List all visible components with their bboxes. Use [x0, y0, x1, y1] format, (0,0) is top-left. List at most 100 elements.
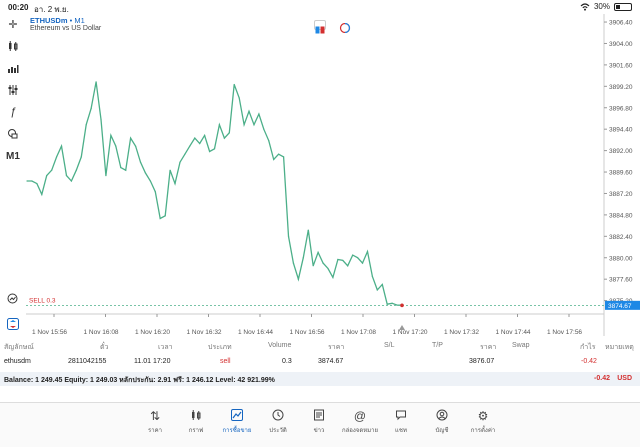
- chart-type-icon[interactable]: [5, 38, 21, 54]
- row-current-price: 3876.07: [469, 358, 495, 365]
- price-point: [223, 137, 225, 139]
- price-point: [287, 235, 290, 237]
- battery-fill: [616, 4, 621, 9]
- balance-summary: Balance: 1 249.45 Equity: 1 249.03 หลักป…: [4, 377, 275, 384]
- price-point: [361, 262, 364, 264]
- price-point: [282, 156, 285, 158]
- quotes-icon: ⇅: [149, 409, 161, 423]
- nav-news-label: ข่าว: [313, 428, 325, 434]
- nav-chat[interactable]: แชท: [381, 409, 421, 435]
- price-tick-label: 3901.60: [609, 62, 633, 69]
- price-point: [159, 217, 161, 220]
- price-point: [238, 97, 240, 99]
- time-tick-label: 1 Nov 16:44: [238, 329, 273, 336]
- nav-chart[interactable]: กราฟ: [176, 409, 216, 435]
- crosshair-icon[interactable]: ✛: [8, 18, 18, 31]
- price-point: [366, 250, 369, 253]
- zoom-icon[interactable]: [5, 291, 21, 307]
- price-tick-label: 3894.40: [609, 127, 633, 134]
- price-point: [80, 156, 82, 158]
- price-point: [179, 161, 181, 163]
- price-point: [51, 169, 53, 171]
- chart-toolbar: ✛ ƒ M1: [0, 14, 26, 336]
- col-sl: S/L: [384, 342, 395, 349]
- time-tick-label: 1 Nov 17:56: [547, 329, 582, 336]
- price-point: [189, 145, 191, 147]
- price-tick-label: 3884.80: [609, 212, 633, 219]
- price-tick-label: 3899.20: [609, 84, 633, 91]
- timeframe-button[interactable]: M1: [6, 150, 20, 162]
- price-point: [95, 81, 97, 83]
- table-row[interactable]: ethusdm 2811042155 11.01 17:20 sell 0.3 …: [0, 354, 640, 370]
- price-point: [391, 302, 393, 304]
- price-point: [268, 140, 270, 142]
- col-volume: Volume: [268, 342, 292, 349]
- price-point: [85, 124, 87, 126]
- col-tp: T/P: [432, 342, 443, 349]
- objects-icon[interactable]: [5, 126, 21, 142]
- balance-currency: USD: [617, 375, 632, 382]
- one-click-trading-icon[interactable]: [5, 316, 21, 332]
- nav-trade[interactable]: การซื้อขาย: [217, 409, 257, 435]
- status-bar: 00:20 อา. 2 พ.ย. 30%: [0, 0, 640, 14]
- trade-panel-icon[interactable]: [314, 20, 326, 34]
- balance-bar: Balance: 1 249.45 Equity: 1 249.03 หลักป…: [0, 372, 640, 386]
- nav-account-label: บัญชี: [435, 428, 449, 434]
- price-point: [125, 169, 127, 171]
- price-point: [144, 172, 147, 174]
- wifi-icon: [580, 2, 590, 11]
- status-right: 30%: [580, 2, 632, 11]
- price-point: [65, 175, 68, 177]
- time-tick-label: 1 Nov 16:56: [290, 329, 325, 336]
- balance-total-profit: -0.42: [594, 375, 610, 382]
- price-tick-label: 3889.60: [609, 170, 633, 177]
- status-date: อา. 2 พ.ย.: [34, 5, 69, 14]
- price-point: [169, 169, 171, 171]
- price-point: [154, 191, 156, 193]
- time-tick-label: 1 Nov 16:20: [135, 329, 170, 336]
- settings-sliders-icon[interactable]: [5, 82, 21, 98]
- price-tick-label: 3892.00: [609, 148, 633, 155]
- current-price-tag: [605, 300, 640, 310]
- col-type: ประเภท: [208, 344, 232, 351]
- news-icon: [299, 409, 339, 425]
- nav-history-label: ประวัติ: [269, 428, 287, 434]
- price-point: [332, 276, 334, 278]
- time-tick-label: 1 Nov 17:44: [496, 329, 531, 336]
- nav-account[interactable]: บัญชี: [422, 409, 462, 435]
- nav-news[interactable]: ข่าว: [299, 409, 339, 435]
- price-point: [46, 175, 48, 177]
- nav-mailbox[interactable]: @ กล่องจดหมาย: [340, 409, 380, 435]
- price-point: [273, 158, 275, 161]
- price-point: [342, 259, 344, 262]
- price-point: [105, 175, 107, 177]
- nav-settings[interactable]: ⚙ การตั้งค่า: [463, 409, 503, 435]
- nav-history[interactable]: ประวัติ: [258, 409, 298, 435]
- depth-icon[interactable]: [339, 20, 351, 34]
- price-point: [134, 145, 137, 147]
- price-chart[interactable]: 3906.40 3904.00 3901.60 3899.20 3896.80 3894.…: [26, 14, 640, 336]
- price-tick-label: 3887.20: [609, 191, 633, 198]
- chart-title: ETHUSDm • M1: [30, 16, 85, 25]
- nav-quotes[interactable]: ⇅ ราคา: [135, 409, 175, 435]
- price-point: [184, 153, 186, 155]
- function-icon[interactable]: ƒ: [9, 106, 17, 118]
- order-marker: [400, 303, 404, 308]
- current-price-text: 3874.67: [608, 303, 632, 310]
- price-point: [386, 303, 388, 305]
- price-point: [36, 183, 38, 185]
- price-point: [218, 124, 221, 126]
- price-point: [26, 180, 28, 182]
- price-point: [253, 124, 255, 126]
- price-point: [297, 278, 299, 280]
- battery-icon: [614, 2, 632, 11]
- price-point: [110, 134, 112, 137]
- indicators-icon[interactable]: [5, 60, 21, 76]
- price-point: [356, 257, 359, 259]
- nav-trade-label: การซื้อขาย: [222, 428, 252, 434]
- account-icon: [422, 409, 462, 425]
- price-point: [60, 145, 63, 147]
- price-point: [115, 145, 117, 147]
- nav-quotes-label: ราคา: [148, 428, 162, 434]
- price-tick-label: 3880.00: [609, 255, 633, 262]
